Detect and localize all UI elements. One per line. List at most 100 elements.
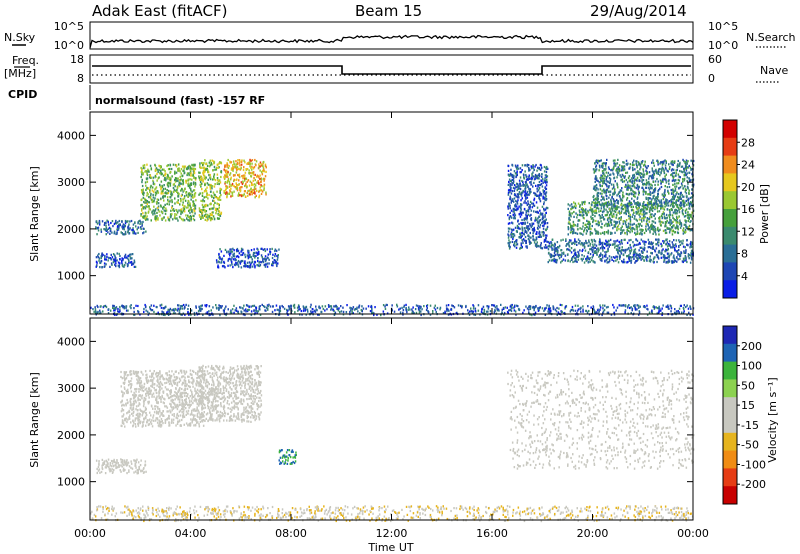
echo-cell — [143, 191, 145, 194]
echo-cell — [594, 201, 597, 204]
echo-cell — [685, 159, 688, 162]
echo-cell — [118, 252, 120, 255]
echo-cell — [676, 199, 678, 202]
echo-cell — [601, 170, 604, 173]
echo-cell — [608, 224, 611, 227]
echo-cell — [599, 240, 601, 244]
echo-cell — [219, 181, 222, 184]
echo-cell — [169, 170, 172, 174]
echo-cell — [181, 211, 184, 214]
echo-cell — [636, 208, 638, 211]
echo-cell — [667, 170, 669, 173]
echo-cell — [229, 264, 231, 267]
echo-cell — [240, 253, 242, 257]
echo-cell — [639, 305, 641, 308]
echo-cell — [641, 233, 643, 236]
echo-cell — [617, 217, 620, 220]
echo-cell — [576, 255, 579, 258]
echo-cell — [605, 208, 607, 211]
echo-cell — [613, 210, 615, 213]
echo-cell — [173, 190, 175, 194]
echo-cell — [615, 208, 617, 211]
echo-cell — [596, 206, 599, 209]
echo-cell — [199, 162, 201, 165]
echo-cell — [167, 218, 170, 221]
echo-cell — [243, 265, 245, 268]
echo-cell — [675, 179, 677, 182]
echo-cell — [535, 175, 538, 178]
echo-cell — [151, 200, 153, 204]
echo-cell — [643, 217, 645, 220]
echo-cell — [272, 253, 274, 256]
echo-cell — [596, 204, 599, 207]
echo-cell — [659, 179, 662, 182]
echo-cell — [246, 254, 249, 257]
echo-cell — [132, 229, 134, 232]
echo-cell — [300, 309, 303, 313]
echo-cell — [171, 199, 173, 202]
echo-cell — [668, 200, 670, 203]
echo-cell — [510, 209, 513, 212]
echo-cell — [673, 197, 676, 201]
echo-cell — [621, 169, 624, 172]
echo-cell — [575, 258, 577, 261]
echo-cell — [189, 187, 192, 190]
echo-cell — [265, 170, 267, 173]
echo-cell — [209, 313, 211, 316]
echo-cell — [124, 224, 126, 228]
echo-cell — [513, 176, 515, 179]
echo-cell — [647, 201, 649, 204]
echo-cell — [654, 250, 657, 253]
echo-cell — [598, 255, 600, 258]
echo-cell — [600, 232, 602, 235]
echo-cell — [98, 223, 101, 226]
echo-cell — [274, 259, 277, 262]
echo-cell — [548, 251, 550, 254]
echo-cell — [596, 177, 598, 180]
echo-cell — [597, 230, 599, 233]
echo-cell — [692, 159, 695, 163]
echo-cell — [214, 183, 216, 186]
echo-cell — [650, 208, 652, 211]
echo-cell — [678, 197, 680, 200]
echo-cell — [107, 231, 109, 234]
echo-cell — [175, 189, 177, 192]
echo-cell — [213, 165, 216, 168]
echo-cell — [665, 198, 667, 201]
echo-cell — [191, 167, 194, 170]
echo-cell — [513, 233, 515, 236]
echo-cell — [259, 165, 261, 168]
echo-cell — [649, 255, 651, 258]
echo-cell — [629, 252, 631, 255]
echo-cell — [547, 248, 550, 251]
echo-cell — [208, 193, 210, 197]
echo-cell — [145, 188, 147, 191]
echo-cell — [612, 172, 614, 175]
echo-cell — [172, 163, 175, 166]
echo-cell — [679, 253, 682, 256]
echo-cell — [597, 188, 599, 191]
echo-cell — [164, 195, 166, 198]
echo-cell — [648, 218, 650, 221]
echo-cell — [662, 205, 664, 208]
echo-cell — [539, 231, 541, 234]
echo-cell — [679, 226, 682, 229]
echo-cell — [686, 239, 688, 242]
echo-cell — [231, 168, 234, 171]
echo-cell — [550, 244, 553, 247]
echo-cell — [530, 225, 533, 229]
echo-cell — [521, 234, 523, 237]
echo-cell — [639, 179, 641, 182]
echo-cell — [626, 225, 628, 228]
echo-cell — [204, 183, 206, 186]
echo-cell — [684, 251, 687, 254]
echo-cell — [538, 306, 541, 310]
echo-cell — [639, 175, 642, 178]
echo-cell — [184, 199, 187, 202]
echo-cell — [536, 241, 538, 244]
echo-cell — [614, 231, 616, 234]
echo-cell — [215, 259, 218, 262]
echo-cell — [647, 206, 649, 209]
echo-cell — [277, 254, 279, 257]
echo-cell — [672, 198, 675, 201]
